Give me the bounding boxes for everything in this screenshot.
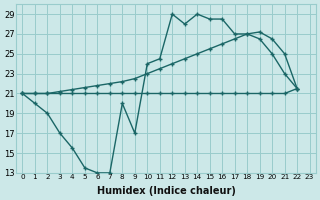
X-axis label: Humidex (Indice chaleur): Humidex (Indice chaleur): [97, 186, 236, 196]
